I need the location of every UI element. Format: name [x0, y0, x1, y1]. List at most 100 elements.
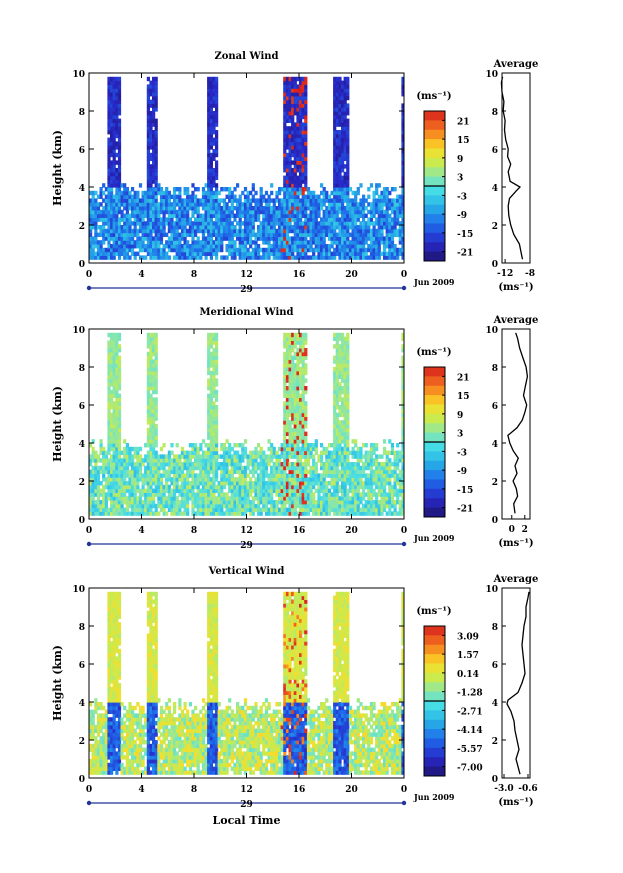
heatmap-cell — [117, 168, 122, 173]
heatmap-cell — [238, 443, 242, 448]
heatmap-cell — [283, 511, 287, 516]
heatmap-cell — [299, 465, 303, 471]
heatmap-cell — [152, 503, 156, 509]
heatmap-cell — [230, 481, 234, 486]
heatmap-cell — [191, 511, 195, 516]
heatmap-cell — [291, 344, 295, 349]
heatmap-cell — [288, 160, 292, 165]
heatmap-cell — [183, 190, 187, 196]
heatmap-cell — [173, 244, 177, 249]
heatmap-cell — [288, 99, 292, 104]
heatmap-cell — [154, 367, 158, 372]
heatmap-cell — [167, 209, 171, 215]
heatmap-cell — [199, 198, 203, 203]
heatmap-cell — [236, 247, 240, 253]
heatmap-cell — [217, 500, 221, 505]
heatmap-cell — [209, 492, 213, 497]
heatmap-cell — [228, 507, 232, 512]
heatmap-cell — [325, 492, 329, 497]
heatmap-cell — [209, 213, 213, 218]
heatmap-cell — [296, 213, 300, 218]
heatmap-cell — [186, 477, 190, 482]
heatmap-cell — [385, 255, 389, 260]
heatmap-cell — [165, 481, 169, 486]
heatmap-cell — [285, 228, 290, 234]
heatmap-cell — [102, 213, 106, 218]
heatmap-cell — [207, 88, 211, 93]
heatmap-cell — [293, 137, 297, 142]
heatmap-cell — [299, 408, 303, 414]
heatmap-cell — [280, 206, 284, 211]
heatmap-cell — [288, 95, 292, 101]
heatmap-cell — [212, 76, 216, 82]
heatmap-cell — [291, 183, 295, 188]
heatmap-cell — [296, 217, 300, 222]
heatmap-cell — [120, 194, 124, 199]
heatmap-cell — [362, 247, 366, 253]
heatmap-cell — [372, 247, 376, 253]
heatmap-cell — [285, 118, 290, 123]
heatmap-cell — [112, 420, 116, 425]
heatmap-cell — [107, 247, 111, 253]
heatmap-cell — [304, 255, 308, 260]
heatmap-cell — [291, 95, 295, 101]
heatmap-cell — [301, 92, 305, 97]
heatmap-cell — [154, 450, 158, 455]
heatmap-cell — [131, 198, 135, 203]
heatmap-cell — [312, 458, 316, 463]
heatmap-cell — [293, 103, 297, 108]
heatmap-cell — [301, 107, 305, 112]
heatmap-cell — [270, 198, 274, 203]
heatmap-cell — [146, 481, 150, 486]
heatmap-cell — [209, 484, 213, 490]
heatmap-cell — [293, 236, 297, 241]
heatmap-cell — [283, 450, 287, 455]
heatmap-cell — [285, 76, 290, 82]
heatmap-cell — [102, 247, 106, 253]
heatmap-cell — [207, 401, 211, 406]
heatmap-cell — [388, 247, 392, 253]
heatmap-cell — [375, 232, 379, 237]
heatmap-cell — [173, 511, 177, 516]
heatmap-cell — [128, 446, 132, 452]
heatmap-cell — [112, 389, 116, 395]
heatmap-cell — [152, 454, 156, 459]
heatmap-cell — [333, 126, 337, 131]
heatmap-cell — [259, 500, 263, 505]
heatmap-cell — [291, 92, 295, 97]
heatmap-cell — [146, 355, 150, 360]
heatmap-cell — [272, 198, 276, 203]
heatmap-cell — [309, 446, 313, 452]
heatmap-cell — [149, 179, 153, 184]
heatmap-cell — [293, 427, 297, 433]
heatmap-cell — [304, 232, 308, 237]
heatmap-cell — [262, 469, 266, 474]
heatmap-cell — [94, 221, 98, 226]
heatmap-cell — [183, 217, 187, 222]
heatmap-cell — [212, 416, 216, 421]
heatmap-cell — [285, 130, 290, 135]
heatmap-cell — [280, 251, 284, 256]
heatmap-cell — [225, 469, 229, 474]
heatmap-cell — [222, 450, 227, 455]
heatmap-cell — [341, 228, 345, 234]
heatmap-cell — [170, 228, 174, 234]
heatmap-cell — [104, 477, 108, 482]
heatmap-cell — [120, 507, 124, 512]
heatmap-cell — [165, 500, 169, 505]
heatmap-cell — [102, 450, 106, 455]
heatmap-cell — [299, 401, 303, 406]
heatmap-cell — [112, 435, 116, 440]
heatmap-cell — [246, 190, 250, 196]
heatmap-cell — [154, 160, 158, 165]
heatmap-cell — [138, 206, 143, 211]
heatmap-cell — [154, 133, 158, 139]
heatmap-cell — [285, 164, 290, 169]
heatmap-cell — [207, 454, 211, 459]
heatmap-cell — [359, 225, 363, 230]
heatmap-cell — [131, 244, 135, 249]
heatmap-cell — [191, 488, 195, 493]
heatmap-cell — [251, 484, 255, 490]
heatmap-cell — [117, 247, 122, 253]
heatmap-cell — [146, 206, 150, 211]
